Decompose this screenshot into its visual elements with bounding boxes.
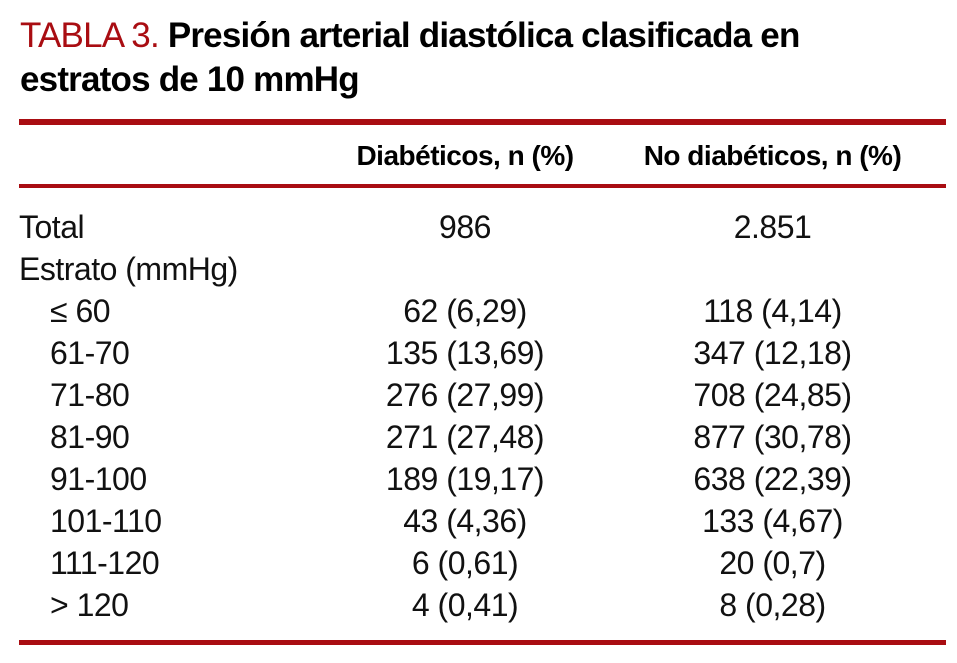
- title-text-line2: estratos de 10 mmHg: [20, 60, 360, 99]
- cell-diabeticos: 43 (4,36): [403, 503, 527, 539]
- table-row: 71-80 276 (27,99) 708 (24,85): [19, 374, 946, 416]
- row-label: 91-100: [50, 461, 147, 497]
- row-label: 101-110: [50, 503, 162, 539]
- table-title: TABLA 3. Presión arterial diastólica cla…: [20, 14, 920, 102]
- column-header-diabeticos: Diabéticos, n (%): [356, 140, 574, 171]
- row-label: Estrato (mmHg): [19, 251, 238, 287]
- table-body: Total 986 2.851 Estrato (mmHg) ≤ 60 62 (…: [19, 206, 946, 626]
- table-number-label: TABLA 3.: [20, 16, 160, 55]
- row-label: 111-120: [50, 545, 160, 581]
- cell-diabeticos: 271 (27,48): [385, 419, 545, 455]
- row-label: 81-90: [50, 419, 130, 455]
- row-label: Total: [19, 209, 85, 245]
- table-row: 91-100 189 (19,17) 638 (22,39): [19, 458, 946, 500]
- table-row: > 120 4 (0,41) 8 (0,28): [19, 584, 946, 626]
- table-row: 61-70 135 (13,69) 347 (12,18): [19, 332, 946, 374]
- cell-diabeticos: 276 (27,99): [385, 377, 545, 413]
- cell-no-diabeticos: 8 (0,28): [719, 587, 826, 623]
- cell-diabeticos: 4 (0,41): [411, 587, 519, 623]
- title-text-line1: Presión arterial diastólica clasificada …: [167, 16, 801, 55]
- cell-no-diabeticos: 2.851: [733, 209, 812, 245]
- cell-no-diabeticos: 118 (4,14): [703, 293, 842, 329]
- horizontal-rule-header: [19, 184, 946, 188]
- cell-diabeticos: 6 (0,61): [411, 545, 519, 581]
- horizontal-rule-bottom: [19, 640, 946, 645]
- horizontal-rule-top: [19, 119, 946, 125]
- table-row: ≤ 60 62 (6,29) 118 (4,14): [19, 290, 946, 332]
- cell-diabeticos: 986: [439, 209, 491, 245]
- table-row: 111-120 6 (0,61) 20 (0,7): [19, 542, 946, 584]
- row-label: 71-80: [50, 377, 130, 413]
- cell-no-diabeticos: 877 (30,78): [693, 419, 852, 455]
- table-row: 101-110 43 (4,36) 133 (4,67): [19, 500, 946, 542]
- title-line-1: TABLA 3. Presión arterial diastólica cla…: [20, 14, 920, 58]
- cell-no-diabeticos: 133 (4,67): [702, 503, 843, 539]
- row-label: ≤ 60: [50, 293, 111, 329]
- table-row: Total 986 2.851: [19, 206, 946, 248]
- cell-diabeticos: 135 (13,69): [385, 335, 545, 371]
- cell-diabeticos: 189 (19,17): [385, 461, 545, 497]
- cell-no-diabeticos: 638 (22,39): [693, 461, 852, 497]
- cell-diabeticos: 62 (6,29): [403, 293, 527, 329]
- cell-no-diabeticos: 347 (12,18): [693, 335, 852, 371]
- cell-no-diabeticos: 708 (24,85): [693, 377, 852, 413]
- table-row: Estrato (mmHg): [19, 248, 946, 290]
- column-header-no-diabeticos: No diabéticos, n (%): [643, 140, 902, 171]
- cell-no-diabeticos: 20 (0,7): [719, 545, 826, 581]
- table-row: 81-90 271 (27,48) 877 (30,78): [19, 416, 946, 458]
- row-label: > 120: [50, 587, 129, 623]
- row-label: 61-70: [50, 335, 130, 371]
